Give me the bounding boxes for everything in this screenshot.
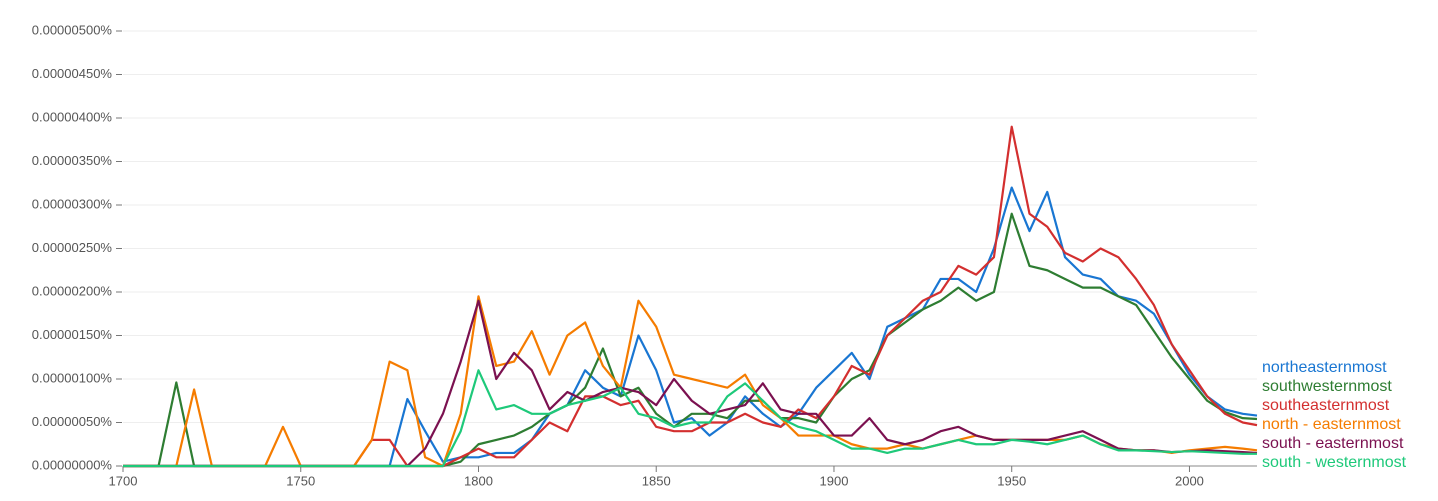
series-line xyxy=(123,186,1258,468)
legend-entry: north - easternmost xyxy=(1262,416,1401,433)
y-tick-label: 0.00000450% xyxy=(32,66,113,81)
legend-entry: southeasternmost xyxy=(1262,397,1390,414)
y-tick-label: 0.00000300% xyxy=(32,196,113,211)
x-tick-label: 1700 xyxy=(109,473,138,488)
legend-entry: southwesternmost xyxy=(1262,378,1392,395)
y-tick-label: 0.00000200% xyxy=(32,283,113,298)
x-tick-label: 2000 xyxy=(1175,473,1204,488)
series-line xyxy=(123,295,1258,468)
y-tick-label: 0.00000100% xyxy=(32,370,113,385)
x-tick-label: 1800 xyxy=(464,473,493,488)
y-tick-label: 0.00000150% xyxy=(32,327,113,342)
x-tick-label: 1850 xyxy=(642,473,671,488)
y-tick-label: 0.00000250% xyxy=(32,240,113,255)
y-tick-label: 0.00000500% xyxy=(32,22,113,37)
series-line xyxy=(123,299,1258,468)
y-tick-label: 0.00000000% xyxy=(32,457,113,472)
series-line xyxy=(123,369,1257,468)
x-tick-label: 1950 xyxy=(997,473,1026,488)
y-tick-label: 0.00000400% xyxy=(32,109,113,124)
legend-entry: south - easternmost xyxy=(1262,435,1404,452)
legend-entry: northeasternmost xyxy=(1262,359,1387,376)
x-tick-label: 1900 xyxy=(820,473,849,488)
y-tick-label: 0.00000050% xyxy=(32,414,113,429)
y-tick-label: 0.00000350% xyxy=(32,153,113,168)
legend-entry: south - westernmost xyxy=(1262,454,1407,471)
x-tick-label: 1750 xyxy=(286,473,315,488)
series-line xyxy=(123,212,1258,468)
